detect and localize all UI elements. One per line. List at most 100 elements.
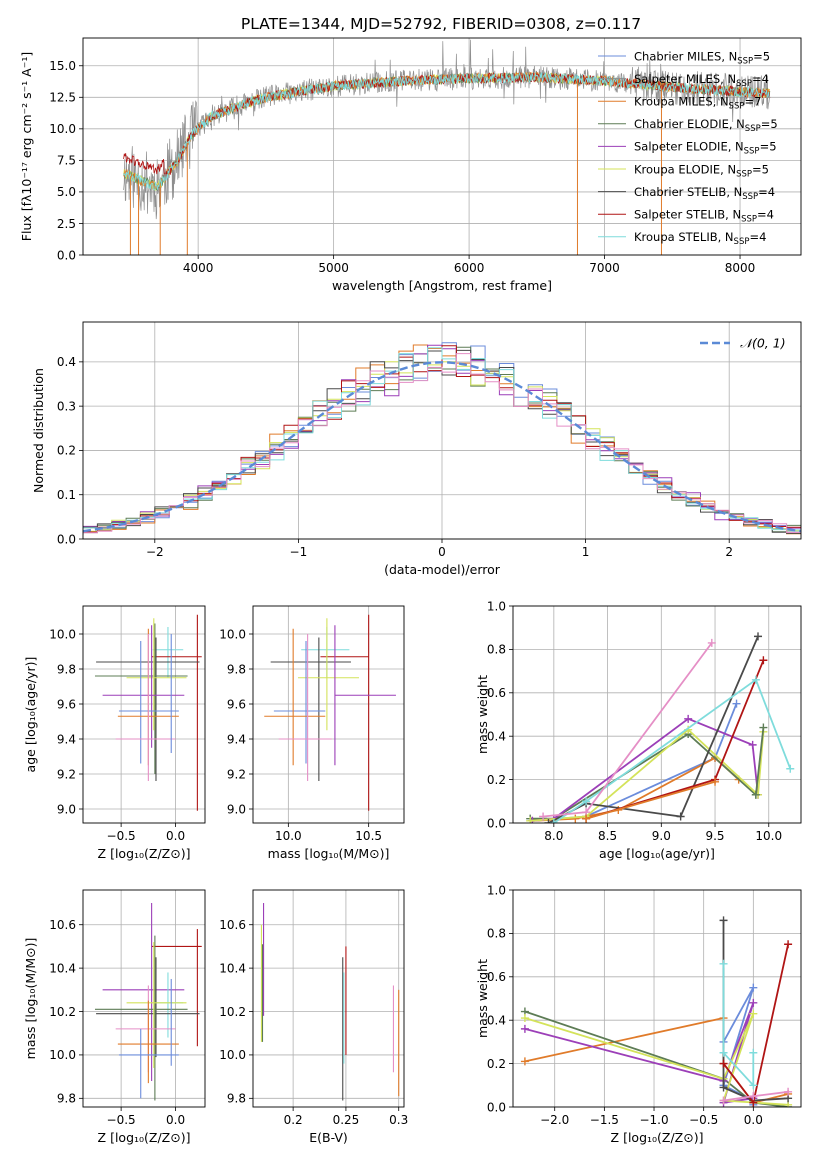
y-tick-label: 10.2: [219, 1005, 246, 1019]
weight-marker: [719, 1096, 728, 1105]
errorbar-point: [151, 929, 202, 1047]
weight-marker: [784, 1087, 793, 1096]
x-tick-label: 0: [438, 545, 446, 559]
weight-marker: [719, 916, 728, 925]
weight-marker: [749, 1092, 758, 1101]
errorbar-point: [264, 628, 326, 766]
age_vs_Z-panel: −0.5 0.0 9.0 9.2 9.4 9.6 9.8 10.0 Z [log₁₀(Z/Z⊙)…: [23, 605, 206, 861]
x-tick-label: −1.0: [639, 1113, 668, 1127]
y-tick-label: 10.0: [49, 627, 76, 641]
weight-marker: [784, 940, 793, 949]
y-tick-label: 0.2: [57, 444, 76, 458]
axes-frame: [82, 37, 802, 256]
weight-marker: [749, 1081, 758, 1090]
legend-label: 𝒩(0, 1): [740, 336, 786, 351]
weight-marker: [749, 998, 758, 1007]
y-tick-label: 10.2: [49, 1005, 76, 1019]
weight-marker: [754, 632, 763, 641]
weight-marker: [749, 983, 758, 992]
weight-marker: [749, 1009, 758, 1018]
y-tick-label: 0.2: [487, 1057, 506, 1071]
x-axis-label: (data-model)/error: [384, 562, 501, 577]
errorbar-point: [278, 634, 332, 781]
x-axis-label: age [log₁₀(age/yr)]: [599, 846, 715, 861]
x-tick-label: 4000: [183, 261, 214, 275]
x-tick-label: 1: [582, 545, 590, 559]
x-tick-label: −2: [146, 545, 164, 559]
x-tick-label: 0.3: [389, 1113, 408, 1127]
x-axis-label: Z [log₁₀(Z/Z⊙)]: [98, 1130, 191, 1145]
weight-marker: [539, 812, 548, 821]
axes-frame: [512, 605, 802, 824]
figure-title: PLATE=1344, MJD=52792, FIBERID=0308, z=0…: [241, 15, 641, 33]
x-axis-label: mass [log₁₀(M/M⊙)]: [268, 846, 390, 861]
x-tick-label: 0.2: [284, 1113, 303, 1127]
weight-line: [524, 1010, 789, 1107]
y-axis-label: mass weight: [475, 675, 490, 754]
legend-label: Kroupa ELODIE, NSSP=5: [634, 162, 769, 179]
y-tick-label: 0.8: [487, 643, 506, 657]
errorbar-point: [118, 1028, 179, 1099]
y-tick-label: 0.0: [487, 1100, 506, 1114]
y-tick-label: 10.4: [219, 961, 246, 975]
errorbar-point: [115, 634, 176, 781]
axes-frame: [82, 321, 802, 540]
y-tick-label: 15.0: [49, 59, 76, 73]
y-tick-label: 10.6: [49, 918, 76, 932]
weight-marker: [748, 740, 757, 749]
x-tick-label: −1.5: [590, 1113, 619, 1127]
weight-line: [722, 963, 755, 1088]
spectrum-legend: Chabrier MILES, NSSP=5 Salpeter MILES, NS…: [598, 49, 778, 247]
x-tick-label: −0.5: [689, 1113, 718, 1127]
y-tick-label: 9.8: [57, 662, 76, 676]
x-tick-label: 0.0: [744, 1113, 763, 1127]
y-tick-label: 0.1: [57, 488, 76, 502]
x-tick-label: 10.0: [275, 829, 302, 843]
model-spectrum: [123, 71, 771, 191]
y-tick-label: 9.4: [57, 732, 76, 746]
age_vs_mass-panel: 10.0 10.5 9.0 9.2 9.4 9.6 9.8 10.0 mass [log₁₀(M…: [219, 605, 405, 861]
errorbar-point: [273, 641, 326, 764]
weight_vs_Z-panel: −2.0 −1.5 −1.0 −0.5 0.0 0.0 0.2 0.4 0.6 0.8 1.0 Z […: [475, 883, 802, 1145]
weight-marker: [707, 638, 716, 647]
y-tick-label: 9.6: [227, 697, 246, 711]
weight-marker: [549, 819, 558, 823]
weight-marker: [719, 959, 728, 968]
weight-marker: [582, 814, 591, 823]
weight-marker: [749, 1048, 758, 1057]
y-tick-label: 10.6: [219, 918, 246, 932]
weight-marker: [786, 764, 795, 773]
x-tick-label: 10.5: [355, 829, 382, 843]
x-axis-label: E(B-V): [309, 1130, 348, 1145]
weight-marker: [719, 1059, 728, 1068]
weight-marker: [719, 1048, 728, 1057]
y-tick-label: 10.0: [49, 122, 76, 136]
y-tick-label: 9.2: [227, 767, 246, 781]
y-axis-label: mass weight: [475, 959, 490, 1038]
mass_vs_ebv-panel: 0.2 0.25 0.3 9.8 10.0 10.2 10.4 10.6 E(B-V): [219, 889, 408, 1145]
gaussian-curve: [83, 361, 801, 533]
y-tick-label: 0.6: [487, 686, 506, 700]
y-tick-label: 9.4: [227, 732, 246, 746]
y-tick-label: 0.2: [487, 773, 506, 787]
y-tick-label: 9.8: [227, 1092, 246, 1106]
x-tick-label: 9.5: [705, 829, 724, 843]
weight-line: [755, 727, 765, 795]
weight-marker: [526, 816, 535, 823]
errorbar-point: [334, 625, 396, 766]
mass_vs_Z-panel: −0.5 0.0 9.8 10.0 10.2 10.4 10.6 Z [log₁₀(Z/Z⊙)…: [23, 889, 206, 1145]
legend-label: Kroupa MILES, NSSP=7: [634, 95, 761, 112]
errorbar-point: [94, 935, 188, 1101]
legend-label: Salpeter MILES, NSSP=4: [634, 72, 769, 89]
y-axis-label: Normed distribution: [31, 368, 46, 493]
weight-marker: [759, 656, 768, 665]
y-tick-label: 9.8: [57, 1092, 76, 1106]
x-tick-label: −0.5: [107, 1113, 136, 1127]
y-tick-label: 0.8: [487, 927, 506, 941]
axes-frame: [252, 605, 405, 824]
residuals-panel: −2 −1 0 1 2 0.0 0.1 0.2 0.3 0.4 (data-model)/error…: [31, 321, 802, 577]
x-tick-label: 0.0: [166, 1113, 185, 1127]
x-axis-label: Z [log₁₀(Z/Z⊙)]: [611, 1130, 704, 1145]
y-tick-label: 9.8: [227, 662, 246, 676]
